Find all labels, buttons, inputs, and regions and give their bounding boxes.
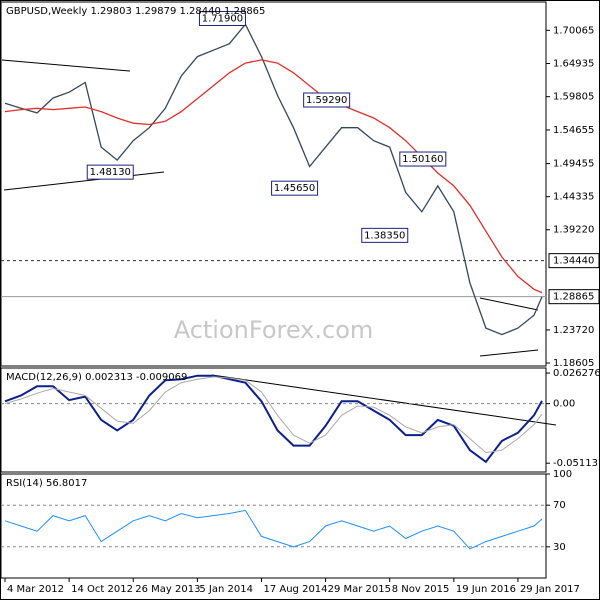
- x-tick-label: 8 Nov 2015: [392, 584, 450, 595]
- y-tick-label: 1.18605: [553, 358, 594, 369]
- series-line: [4, 509, 543, 550]
- annotation-box: [303, 92, 351, 108]
- annotation-label: 1.59290: [306, 95, 347, 106]
- y-tick-label: 1.44335: [553, 192, 594, 203]
- y-tick-label: 30: [553, 542, 566, 553]
- price-label: 1.28865: [553, 292, 594, 303]
- panel-title: GBPUSD,Weekly 1.29803 1.29879 1.28440 1.…: [6, 6, 265, 17]
- trend-line: [3, 171, 165, 191]
- trend-line: [211, 374, 557, 426]
- y-tick-label: 70: [553, 500, 566, 511]
- series-line: [4, 23, 543, 336]
- trend-line: [479, 349, 539, 357]
- y-tick-label: 1.59805: [553, 92, 594, 103]
- x-tick-label: 26 May 2013: [135, 584, 200, 595]
- x-tick-label: 17 Aug 2014: [263, 584, 327, 595]
- annotation-label: 1.48130: [90, 167, 131, 178]
- price-label-box: [548, 253, 600, 269]
- x-tick-label: 29 Mar 2015: [328, 584, 391, 595]
- x-tick-label: 19 Jun 2016: [456, 584, 516, 595]
- trend-line: [1, 59, 131, 72]
- annotation-box: [271, 180, 319, 196]
- y-tick-label: 100: [553, 469, 572, 480]
- annotation-box: [399, 151, 447, 167]
- annotation-label: 1.71900: [202, 13, 243, 24]
- y-tick-label: 1.39220: [553, 225, 594, 236]
- price-label: 1.34440: [553, 256, 594, 267]
- x-tick-label: 14 Oct 2012: [71, 584, 133, 595]
- x-tick-label: 29 Jan 2017: [520, 584, 580, 595]
- panel-title: RSI(14) 56.8017: [6, 478, 87, 489]
- trend-line: [479, 297, 539, 311]
- panel-frame: [0, 473, 547, 579]
- series-line: [4, 374, 543, 464]
- y-tick-label: -0.051137: [553, 458, 600, 469]
- watermark: ActionForex.com: [174, 316, 374, 344]
- price-label-box: [548, 289, 600, 305]
- y-tick-label: 1.54655: [553, 125, 594, 136]
- panel-frame: [0, 1, 547, 367]
- annotation-label: 1.50160: [402, 154, 443, 165]
- series-line: [4, 376, 543, 454]
- y-tick-label: 0.026276: [553, 368, 600, 379]
- series-line: [4, 59, 543, 294]
- panel-frame: [0, 367, 547, 473]
- annotation-label: 1.38350: [364, 230, 405, 241]
- y-tick-label: 1.64935: [553, 59, 594, 70]
- annotation-label: 1.45650: [274, 183, 315, 194]
- annotation-box: [198, 10, 246, 26]
- y-tick-label: 1.49455: [553, 159, 594, 170]
- annotation-box: [86, 164, 134, 180]
- y-tick-label: 1.70065: [553, 25, 594, 36]
- y-tick-label: 0.00: [553, 399, 575, 410]
- panel-title: MACD(12,26,9) 0.002313 -0.009069: [6, 372, 187, 383]
- x-tick-label: 4 Mar 2012: [7, 584, 64, 595]
- annotation-box: [361, 227, 409, 243]
- x-tick-label: 5 Jan 2014: [199, 584, 253, 595]
- y-tick-label: 1.23720: [553, 325, 594, 336]
